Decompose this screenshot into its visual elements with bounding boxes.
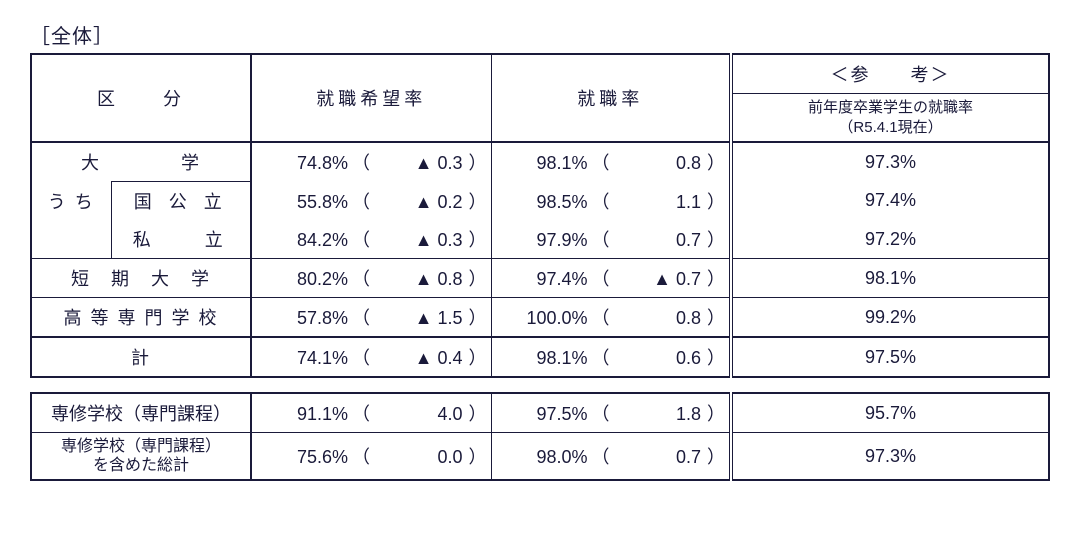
category-cell: 計 [31,337,251,377]
emp-cell: 100.0%（0.8） [491,298,731,338]
ref-cell: 97.4% [731,182,1049,221]
category-cell: 大 学 [31,142,251,182]
table-row: 計 74.1%（▲ 0.4） 98.1%（0.6） 97.5% [31,337,1049,377]
table-row: 高 等 専 門 学 校 57.8%（▲ 1.5） 100.0%（0.8） 99.… [31,298,1049,338]
hope-cell: 80.2%（▲ 0.8） [251,259,491,298]
employment-table-lower: 専修学校（専門課程） 91.1%（4.0） 97.5%（1.8） 95.7% 専… [30,392,1050,481]
hope-cell: 74.1%（▲ 0.4） [251,337,491,377]
hope-cell: 91.1%（4.0） [251,393,491,433]
hope-cell: 84.2%（▲ 0.3） [251,220,491,259]
emp-cell: 98.1%（0.8） [491,142,731,182]
hope-cell: 74.8%（▲ 0.3） [251,142,491,182]
emp-cell: 97.9%（0.7） [491,220,731,259]
table-row: 短 期 大 学 80.2%（▲ 0.8） 97.4%（▲ 0.7） 98.1% [31,259,1049,298]
ref-cell: 97.2% [731,220,1049,259]
emp-cell: 98.0%（0.7） [491,433,731,481]
table-row: 私 立 84.2%（▲ 0.3） 97.9%（0.7） 97.2% [31,220,1049,259]
hope-cell: 55.8%（▲ 0.2） [251,182,491,221]
ref-cell: 97.3% [731,433,1049,481]
table-row: 大 学 74.8%（▲ 0.3） 98.1%（0.8） 97.3% [31,142,1049,182]
ref-cell: 97.5% [731,337,1049,377]
emp-cell: 97.5%（1.8） [491,393,731,433]
col-category: 区 分 [31,54,251,142]
hope-cell: 75.6%（0.0） [251,433,491,481]
col-hope-rate: 就職希望率 [251,54,491,142]
category-sub: 私 立 [111,220,251,259]
col-ref-sub: 前年度卒業学生の就職率 （R5.4.1現在） [731,94,1049,143]
category-group: う ち [31,182,111,259]
col-emp-rate: 就職率 [491,54,731,142]
category-cell: 専修学校（専門課程） [31,393,251,433]
category-sub: 国 公 立 [111,182,251,221]
emp-cell: 98.1%（0.6） [491,337,731,377]
employment-table: 区 分 就職希望率 就職率 ＜参 考＞ 前年度卒業学生の就職率 （R5.4.1現… [30,53,1050,378]
table-gap [30,378,1050,392]
col-ref-title: ＜参 考＞ [731,54,1049,94]
hope-cell: 57.8%（▲ 1.5） [251,298,491,338]
category-cell: 専修学校（専門課程） を含めた総計 [31,433,251,481]
table-row: 専修学校（専門課程） 91.1%（4.0） 97.5%（1.8） 95.7% [31,393,1049,433]
category-cell: 高 等 専 門 学 校 [31,298,251,338]
ref-cell: 95.7% [731,393,1049,433]
emp-cell: 98.5%（1.1） [491,182,731,221]
category-cell: 短 期 大 学 [31,259,251,298]
table-row: う ち 国 公 立 55.8%（▲ 0.2） 98.5%（1.1） 97.4% [31,182,1049,221]
ref-cell: 98.1% [731,259,1049,298]
ref-cell: 99.2% [731,298,1049,338]
table-title: ［全体］ [30,20,1050,49]
header-row: 区 分 就職希望率 就職率 ＜参 考＞ [31,54,1049,94]
emp-cell: 97.4%（▲ 0.7） [491,259,731,298]
ref-cell: 97.3% [731,142,1049,182]
table-row: 専修学校（専門課程） を含めた総計 75.6%（0.0） 98.0%（0.7） … [31,433,1049,481]
